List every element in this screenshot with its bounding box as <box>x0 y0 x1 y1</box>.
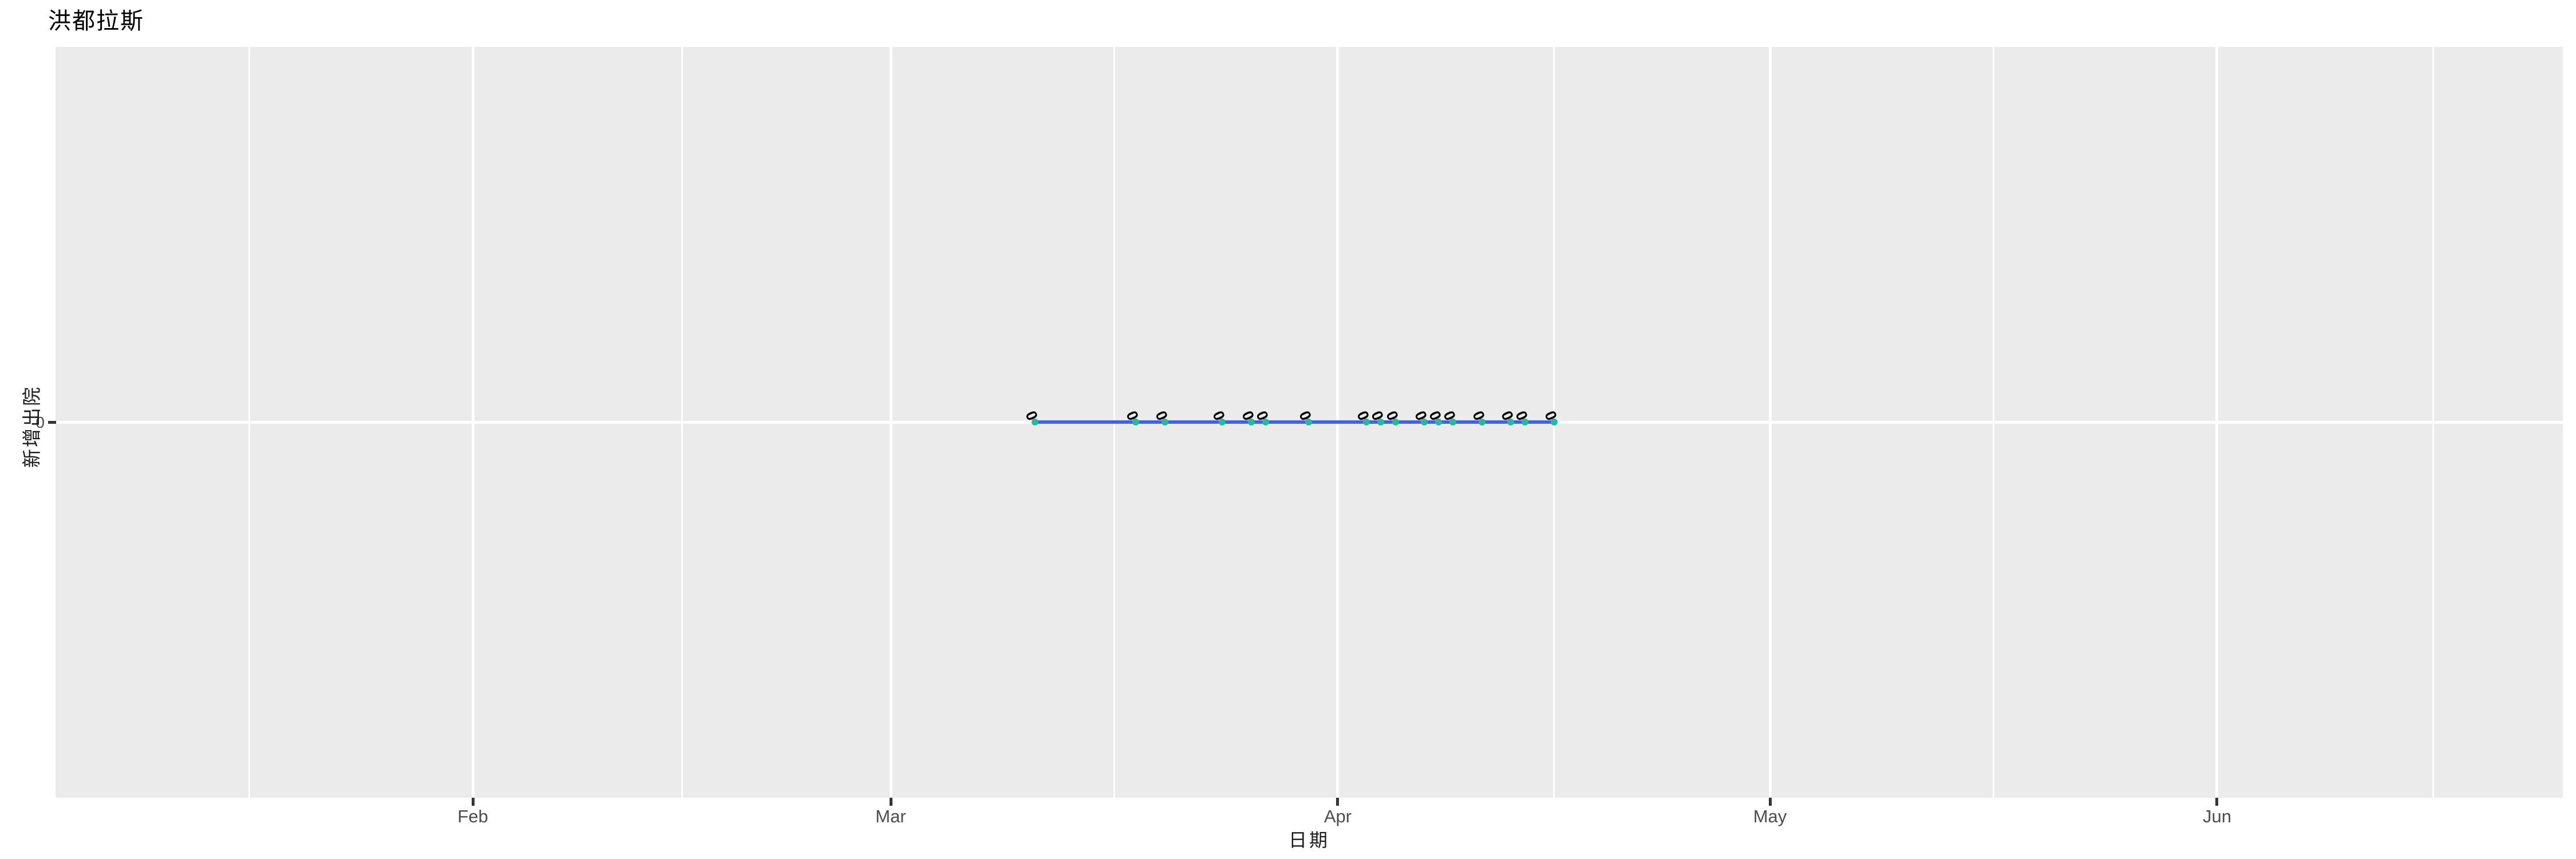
x-tick-label: Apr <box>1323 806 1352 826</box>
chart-title: 洪都拉斯 <box>48 9 144 34</box>
data-point <box>1032 419 1038 425</box>
x-tick-label: Feb <box>457 806 488 826</box>
x-axis-title: 日期 <box>1288 830 1330 850</box>
data-point <box>1522 419 1528 425</box>
data-point <box>1219 419 1226 425</box>
x-tick-mark <box>2215 798 2218 806</box>
data-point <box>1421 419 1428 425</box>
x-tick-mark <box>1769 798 1772 806</box>
data-point <box>1377 419 1384 425</box>
data-point <box>1435 419 1442 425</box>
data-point <box>1305 419 1312 425</box>
x-tick-label: Jun <box>2203 806 2231 826</box>
data-point <box>1551 419 1558 425</box>
data-point <box>1479 419 1485 425</box>
y-tick-label: 0 <box>35 413 45 431</box>
data-point <box>1161 419 1168 425</box>
y-tick-mark <box>48 421 56 424</box>
data-point <box>1392 419 1399 425</box>
data-point <box>1449 419 1456 425</box>
series-line <box>1035 420 1556 424</box>
data-point <box>1363 419 1370 425</box>
x-tick-mark <box>890 798 892 806</box>
data-point <box>1248 419 1255 425</box>
data-point <box>1262 419 1269 425</box>
x-tick-label: May <box>1753 806 1787 826</box>
data-point <box>1132 419 1139 425</box>
y-axis-title: 新增出院 <box>21 385 42 468</box>
x-tick-mark <box>472 798 475 806</box>
x-tick-label: Mar <box>875 806 906 826</box>
data-point <box>1507 419 1514 425</box>
x-tick-mark <box>1336 798 1339 806</box>
